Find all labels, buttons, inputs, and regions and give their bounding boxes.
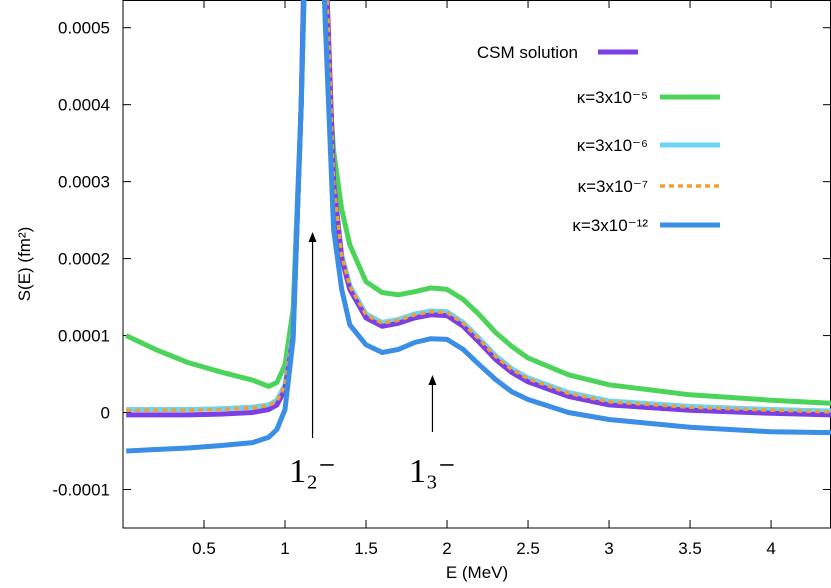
series-line [126,0,831,454]
annotation: 1₃⁻ [409,453,456,490]
y-tick-label: 0.0002 [58,250,110,269]
legend-label: κ=3x10⁻⁶ [577,136,648,155]
x-tick-label: 1.5 [354,539,378,558]
legend-label: κ=3x10⁻¹² [572,216,648,235]
x-tick-label: 2 [442,539,451,558]
x-axis-label: E (MeV) [446,563,508,582]
x-tick-label: 4 [766,539,775,558]
y-tick-label: 0 [101,404,110,423]
x-tick-label: 1 [280,539,289,558]
y-tick-label: 0.0004 [58,96,110,115]
legend-label: CSM solution [477,43,578,62]
arrow-head [428,375,437,385]
annotation: 1₂⁻ [289,453,336,490]
y-tick-label: 0.0001 [58,327,110,346]
arrow-head [308,232,317,242]
x-tick-label: 3.5 [678,539,702,558]
arrows [308,232,437,438]
series-line [125,0,831,406]
legend-label: κ=3x10⁻⁷ [578,177,648,196]
x-tick-label: 3 [604,539,613,558]
series-line [126,0,831,418]
y-tick-label: 0.0005 [58,19,110,38]
plot-frame [122,0,831,529]
series-line [126,0,831,414]
y-axis-label: S(E) (fm²) [15,227,34,302]
plot-lines [125,0,831,454]
y-tick-label: -0.0001 [52,481,110,500]
x-tick-label: 0.5 [192,539,216,558]
legend-label: κ=3x10⁻⁵ [577,88,648,107]
y-tick-label: 0.0003 [58,173,110,192]
x-tick-label: 2.5 [516,539,540,558]
